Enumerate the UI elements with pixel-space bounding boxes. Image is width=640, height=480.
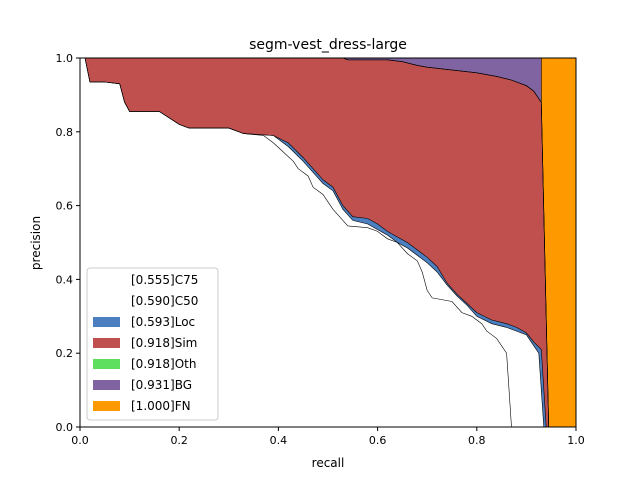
line-loc xyxy=(80,57,547,428)
y-tick-label: 1.0 xyxy=(56,52,74,65)
y-tick-label: 0.0 xyxy=(56,421,74,434)
x-tick-label: 0.0 xyxy=(71,434,89,447)
legend-label-c75: [0.555]C75 xyxy=(131,273,198,287)
legend-swatch-fn xyxy=(93,401,120,411)
y-axis-ticks: 0.0 0.2 0.4 0.6 0.8 1.0 xyxy=(56,52,80,434)
legend-label-c50: [0.590]C50 xyxy=(131,294,198,308)
legend: [0.555]C75 [0.590]C50 [0.593]Loc [0.918]Sim… xyxy=(86,267,219,421)
y-tick-label: 0.4 xyxy=(56,273,74,286)
x-tick-label: 0.2 xyxy=(170,434,188,447)
legend-swatch-c75 xyxy=(93,275,120,285)
legend-label-loc: [0.593]Loc xyxy=(131,315,195,329)
plot-frame xyxy=(79,57,577,428)
y-tick-label: 0.6 xyxy=(56,200,74,213)
x-tick-label: 0.4 xyxy=(270,434,288,447)
x-tick-label: 0.6 xyxy=(369,434,387,447)
x-axis-ticks: 0.0 0.2 0.4 0.6 0.8 1.0 xyxy=(71,427,585,447)
legend-swatch-oth xyxy=(93,359,120,369)
y-tick-label: 0.2 xyxy=(56,347,74,360)
x-tick-label: 1.0 xyxy=(567,434,585,447)
legend-swatch-bg xyxy=(93,380,120,390)
chart-title: segm-vest_dress-large xyxy=(249,37,407,53)
legend-label-fn: [1.000]FN xyxy=(131,399,191,413)
area-layers xyxy=(80,58,576,427)
line-oth xyxy=(80,57,549,428)
y-tick-label: 0.8 xyxy=(56,126,74,139)
legend-label-oth: [0.918]Oth xyxy=(131,357,196,371)
x-axis-label: recall xyxy=(312,456,345,470)
legend-swatch-c50 xyxy=(93,296,120,306)
legend-swatch-loc xyxy=(93,317,120,327)
y-axis-label: precision xyxy=(29,216,43,270)
legend-swatch-sim xyxy=(93,338,120,348)
legend-label-sim: [0.918]Sim xyxy=(131,336,197,350)
legend-label-bg: [0.931]BG xyxy=(131,378,192,392)
x-tick-label: 0.8 xyxy=(468,434,486,447)
